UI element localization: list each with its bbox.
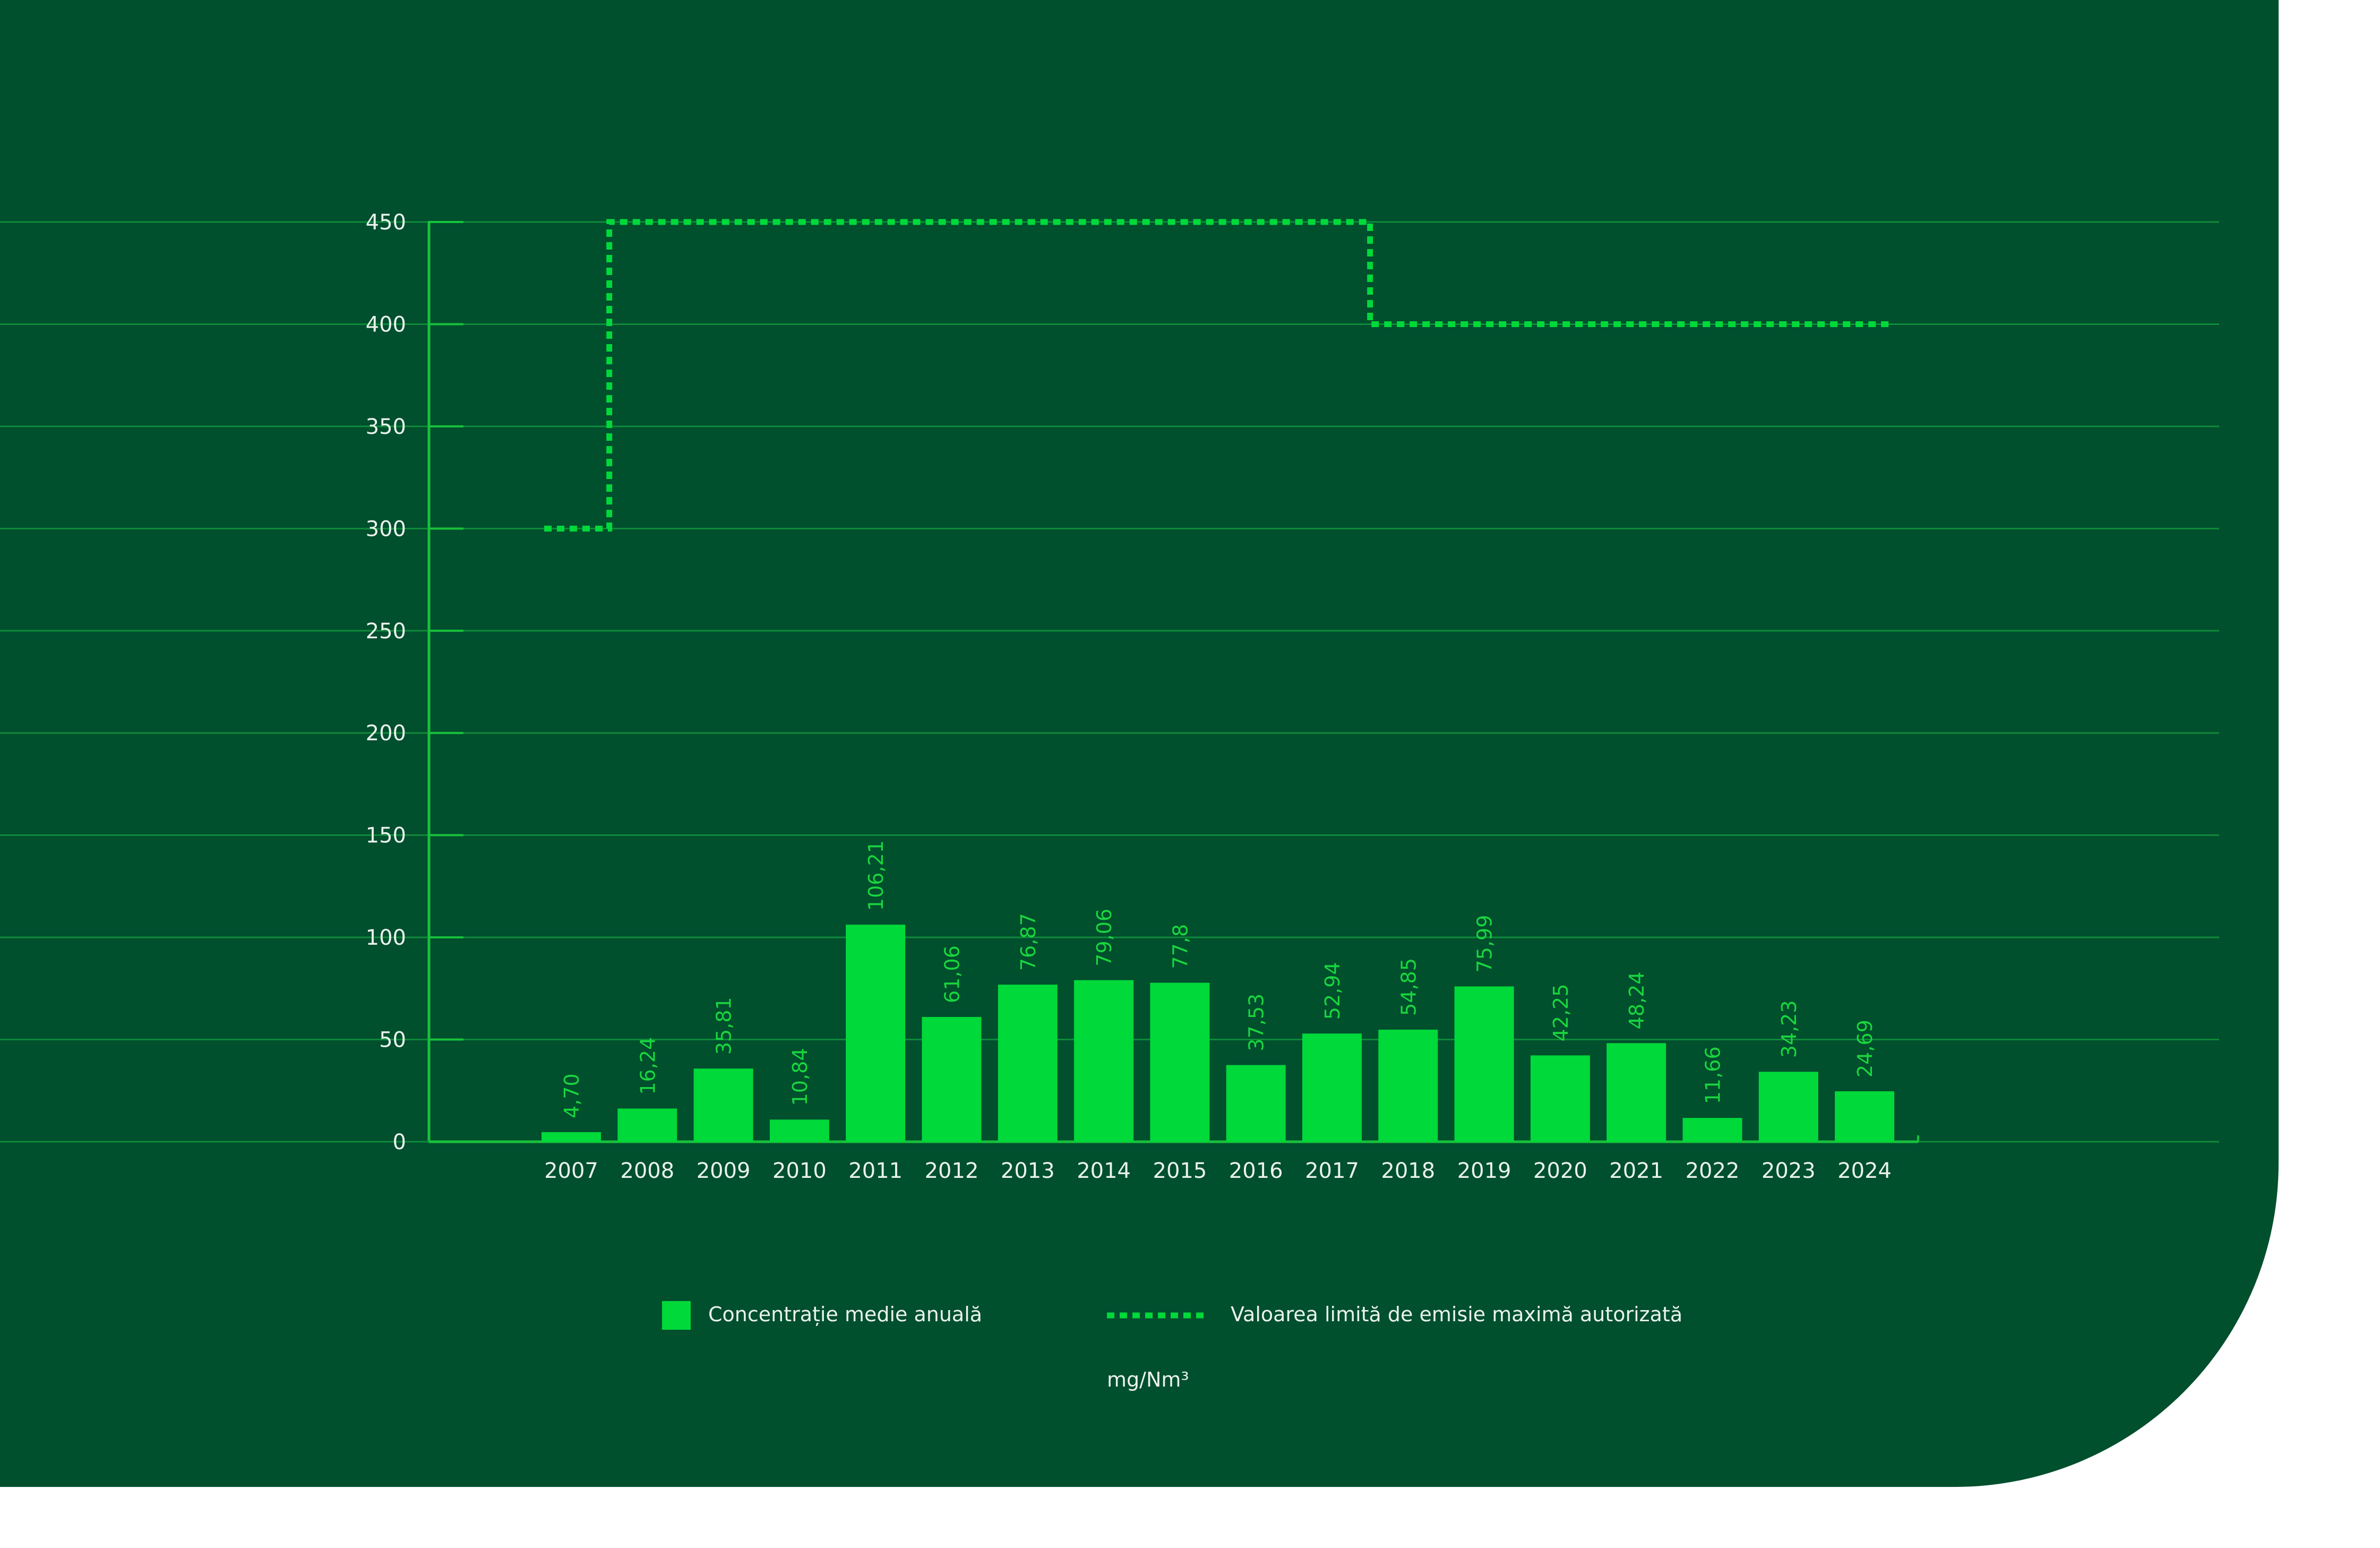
bar-2013: [998, 985, 1058, 1142]
y-tick-label-100: 100: [366, 926, 406, 950]
x-tick-label-2007: 2007: [544, 1159, 598, 1183]
y-tick-label-200: 200: [366, 721, 406, 746]
x-tick-label-2012: 2012: [925, 1159, 979, 1183]
value-label-2014: 79,06: [1093, 909, 1116, 967]
bar-2019: [1454, 986, 1514, 1142]
limit-line-path: [544, 219, 1894, 532]
x-tick-label-2010: 2010: [772, 1159, 827, 1183]
value-label-2007: 4,70: [560, 1073, 583, 1118]
value-label-2008: 16,24: [636, 1037, 659, 1095]
y-tick-label-250: 250: [366, 619, 406, 644]
bar-2023: [1758, 1072, 1818, 1142]
x-tick-label-2017: 2017: [1305, 1159, 1359, 1183]
bar-2020: [1530, 1055, 1590, 1142]
value-label-2017: 52,94: [1321, 962, 1344, 1020]
bar-2022: [1682, 1118, 1742, 1142]
bar-2024: [1835, 1091, 1895, 1142]
x-tick-label-2009: 2009: [697, 1159, 751, 1183]
value-label-2015: 77,8: [1168, 924, 1192, 969]
x-tick-label-2021: 2021: [1609, 1159, 1663, 1183]
x-tick-label-2013: 2013: [1001, 1159, 1055, 1183]
value-label-2011: 106,21: [864, 840, 888, 911]
value-label-2019: 75,99: [1473, 915, 1497, 973]
chart-background: [0, 0, 2279, 1487]
x-tick-label-2014: 2014: [1077, 1159, 1131, 1183]
x-tick-label-2008: 2008: [620, 1159, 674, 1183]
x-tick-label-2018: 2018: [1381, 1159, 1435, 1183]
y-tick-label-0: 0: [393, 1130, 406, 1154]
x-tick-label-2023: 2023: [1762, 1159, 1816, 1183]
x-tick-label-2016: 2016: [1229, 1159, 1283, 1183]
value-label-2012: 61,06: [941, 945, 964, 1003]
bar-2010: [769, 1119, 829, 1142]
x-tick-label-2015: 2015: [1153, 1159, 1207, 1183]
chart-panel: 4,70 16,24 35,81 10,84 106,21 61,06 76,87 79,06…: [0, 0, 2279, 1487]
value-label-2009: 35,81: [712, 997, 736, 1055]
x-tick-label-2019: 2019: [1457, 1159, 1511, 1183]
limit-line: [544, 219, 1894, 532]
value-label-2021: 48,24: [1625, 972, 1648, 1030]
x-tick-label-2022: 2022: [1686, 1159, 1740, 1183]
y-tick-label-450: 450: [366, 210, 406, 235]
bar-2007: [542, 1132, 601, 1142]
value-label-2020: 42,25: [1549, 984, 1573, 1042]
x-tick-label-2020: 2020: [1533, 1159, 1587, 1183]
bar-2017: [1302, 1033, 1362, 1142]
y-tick-label-300: 300: [366, 517, 406, 541]
y-tick-label-350: 350: [366, 415, 406, 439]
x-tick-label-2024: 2024: [1837, 1159, 1892, 1183]
y-tick-label-400: 400: [366, 312, 406, 337]
bar-2016: [1226, 1065, 1286, 1142]
bars: [542, 925, 1895, 1142]
bar-2015: [1150, 982, 1210, 1142]
value-label-2016: 37,53: [1245, 994, 1268, 1051]
value-label-2022: 11,66: [1702, 1046, 1725, 1104]
y-tick-label-50: 50: [379, 1028, 406, 1053]
x-tick-label-2011: 2011: [848, 1159, 903, 1183]
bar-2014: [1074, 980, 1134, 1142]
value-label-2023: 34,23: [1777, 1000, 1801, 1058]
value-label-2010: 10,84: [788, 1048, 812, 1106]
tick-labels: 0 50 100 150 200 250 300 350 400 450 2007 2008 2009 2…: [366, 210, 1892, 1183]
bar-2008: [617, 1108, 677, 1142]
bar-2021: [1606, 1043, 1666, 1142]
unit-note: mg/Nm³: [1107, 1368, 1189, 1391]
value-label-2024: 24,69: [1853, 1020, 1877, 1077]
legend-swatch-bar: [662, 1301, 691, 1330]
bar-2011: [846, 925, 906, 1142]
value-label-2013: 76,87: [1017, 913, 1040, 971]
emission-chart: 4,70 16,24 35,81 10,84 106,21 61,06 76,87 79,06…: [0, 0, 2279, 1487]
bar-2012: [922, 1016, 982, 1142]
legend: Concentrație medie anuală Valoarea limit…: [662, 1301, 1682, 1330]
bar-2018: [1378, 1029, 1438, 1142]
legend-label-limit-line: Valoarea limită de emisie maximă autoriz…: [1231, 1303, 1682, 1326]
y-tick-label-150: 150: [366, 824, 406, 848]
value-label-2018: 54,85: [1397, 958, 1420, 1016]
value-labels: 4,70 16,24 35,81 10,84 106,21 61,06 76,87 79,06…: [560, 840, 1877, 1118]
legend-label-bar: Concentrație medie anuală: [708, 1303, 982, 1326]
bar-2009: [693, 1068, 753, 1142]
